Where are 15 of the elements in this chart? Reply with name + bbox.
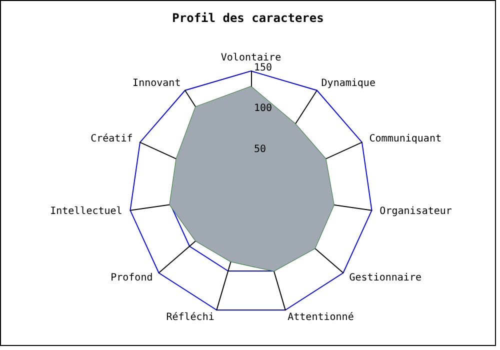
spoke-label: Intellectuel (50, 206, 122, 217)
spoke-label: Volontaire (220, 52, 282, 64)
y-tick-label: 100 (254, 103, 272, 114)
spoke-label: Attentionné (288, 312, 354, 324)
spoke-label: Dynamique (321, 78, 376, 90)
y-tick-label: 150 (254, 62, 272, 74)
spoke-label: Organisateur (380, 206, 452, 217)
spoke-label: Créatif (90, 133, 133, 144)
spoke-label: Réfléchi (166, 312, 214, 324)
chart-title: Profil des caracteres (172, 11, 324, 25)
spoke-label: Communiquant (369, 133, 442, 144)
spoke-label: Innovant (132, 78, 181, 90)
spoke-label: Profond (110, 272, 153, 284)
y-tick-label: 50 (254, 144, 266, 155)
spoke-label: Gestionnaire (349, 272, 422, 284)
